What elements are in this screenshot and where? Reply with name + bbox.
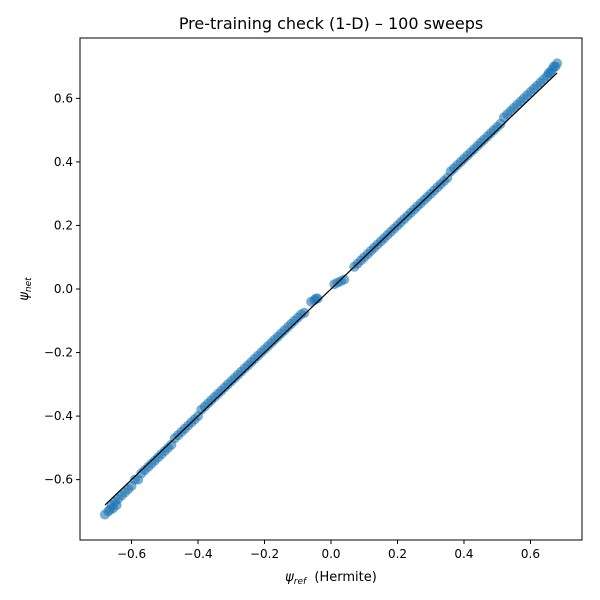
x-tick-label: 0.6	[521, 547, 540, 561]
x-tick-label: −0.2	[250, 547, 279, 561]
reference-line	[104, 72, 558, 506]
y-tick-label: −0.2	[44, 346, 73, 360]
y-axis-label-subscript: net	[24, 277, 34, 292]
y-tick-label: −0.6	[44, 473, 73, 487]
data-point	[299, 307, 310, 318]
x-tick-label: 0.2	[388, 547, 407, 561]
x-tick-label: −0.6	[117, 547, 146, 561]
y-axis: −0.6 −0.4 −0.2 0.0 0.2 0.4 0.6	[44, 91, 80, 487]
y-tick-label: 0.2	[54, 218, 73, 232]
y-tick-label: −0.4	[44, 409, 73, 423]
y-tick-label: 0.0	[54, 282, 73, 296]
x-axis-label: ψref (Hermite)	[285, 570, 377, 587]
x-tick-label: 0.4	[454, 547, 473, 561]
data-point	[339, 274, 350, 285]
data-point	[552, 58, 563, 69]
y-tick-label: 0.4	[54, 155, 73, 169]
x-axis-label-suffix: (Hermite)	[306, 570, 377, 585]
reference-line-layer	[104, 72, 558, 506]
data-point	[312, 293, 323, 304]
x-axis: −0.6 −0.4 −0.2 0.0 0.2 0.4 0.6	[117, 540, 540, 561]
x-axis-label-symbol: ψ	[285, 570, 294, 585]
y-axis-label: ψnet	[17, 277, 34, 301]
chart-title: Pre-training check (1-D) – 100 sweeps	[179, 14, 483, 33]
x-axis-label-subscript: ref	[294, 577, 308, 587]
x-tick-label: −0.4	[183, 547, 212, 561]
y-tick-label: 0.6	[54, 91, 73, 105]
x-tick-label: 0.0	[321, 547, 340, 561]
y-axis-label-symbol: ψ	[17, 292, 32, 301]
